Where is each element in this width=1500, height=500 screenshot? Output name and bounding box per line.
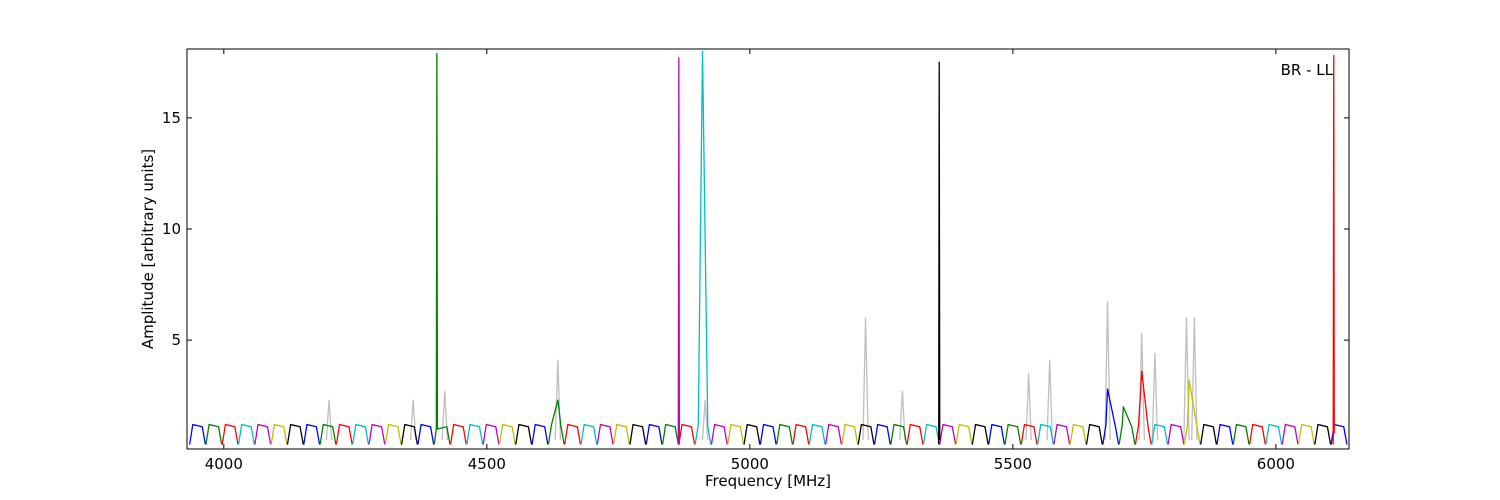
- series-line: [188, 388, 1348, 445]
- x-tick-label: 4500: [468, 455, 506, 473]
- y-tick-label: 15: [162, 109, 181, 127]
- plot-frame: [186, 48, 1350, 450]
- x-tick-label: 5000: [731, 455, 769, 473]
- series-line: [270, 379, 1315, 445]
- series-line: [221, 55, 1335, 445]
- x-axis-label: Frequency [MHz]: [705, 472, 831, 490]
- series-line: [325, 301, 1198, 441]
- x-tick-label: 5500: [994, 455, 1032, 473]
- series-line: [237, 50, 1283, 445]
- series-line: [254, 57, 1299, 445]
- y-tick-label: 10: [162, 220, 181, 238]
- y-axis-label: Amplitude [arbitrary units]: [139, 149, 157, 349]
- series-line: [205, 52, 1250, 445]
- series-line: [286, 61, 1332, 445]
- y-tick-label: 5: [171, 331, 181, 349]
- annotation: BR - LL: [1281, 61, 1334, 79]
- x-tick-label: 4000: [205, 455, 243, 473]
- x-tick-label: 6000: [1257, 455, 1295, 473]
